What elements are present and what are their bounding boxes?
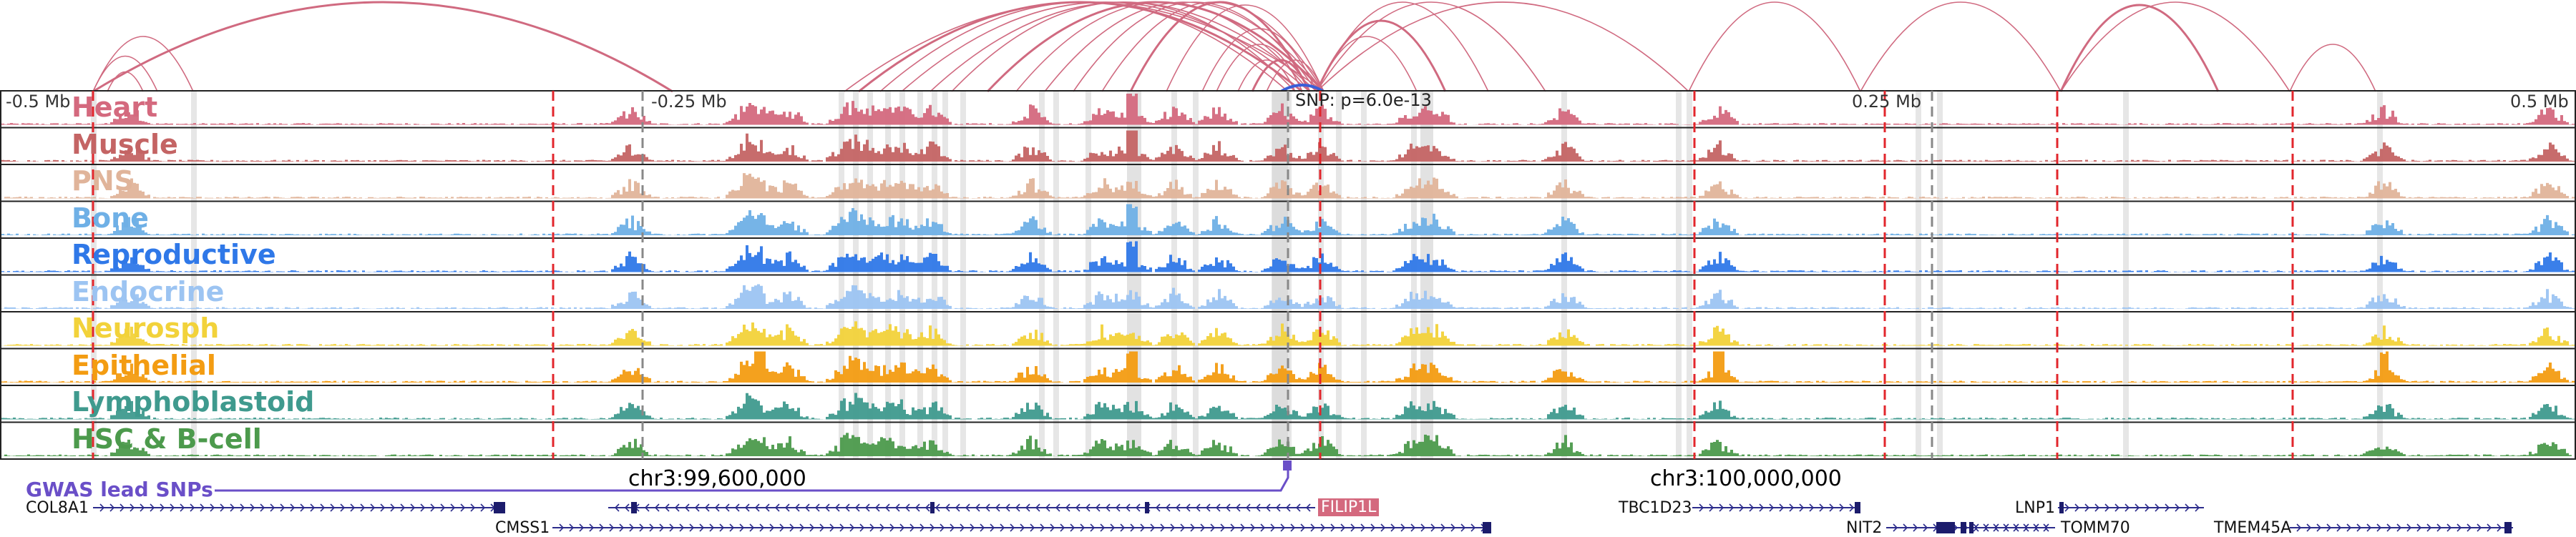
loop-arc (1315, 19, 1447, 92)
gwas-track-label: GWAS lead SNPs (26, 478, 213, 501)
gene-model-filip1l[interactable] (608, 502, 1315, 513)
coordinate-label: chr3:99,600,000 (628, 466, 806, 491)
signal-track (1, 321, 2575, 346)
coordinate-label: chr3:100,000,000 (1650, 466, 1842, 491)
loop-arc (1316, 36, 1418, 92)
loop-arc (92, 1, 673, 93)
loop-arc (92, 55, 158, 92)
gene-label-cmss1[interactable]: CMSS1 (495, 519, 550, 537)
loop-arc (1316, 1, 1689, 92)
loop-arc (1316, 1, 1546, 92)
ruler-tick-label: 0.25 Mb (1852, 92, 1922, 112)
track-label: PNS (72, 165, 135, 197)
loop-arc (1279, 84, 1325, 93)
gene-model-cmss1[interactable] (552, 522, 1491, 533)
track-label: Bone (72, 202, 149, 234)
signal-track (1, 173, 2575, 199)
loop-arc (1251, 59, 1311, 92)
track-label: Muscle (72, 128, 178, 160)
loop-arcs (92, 1, 2376, 93)
gene-model-lnp1[interactable] (2058, 502, 2204, 513)
loop-arc (1688, 1, 1861, 92)
loop-arc (879, 1, 1289, 92)
gene-label-col8a1[interactable]: COL8A1 (26, 499, 89, 517)
ruler-tick-label: -0.5 Mb (6, 92, 71, 112)
loop-arc (1216, 44, 1303, 92)
loop-arc (92, 36, 194, 92)
loop-arc (2289, 44, 2376, 92)
loop-arc (1015, 1, 1310, 92)
snp-pvalue-label: SNP: p=6.0e-13 (1295, 90, 1432, 110)
gene-label-tbc1d23[interactable]: TBC1D23 (1619, 499, 1692, 517)
track-label: Epithelial (72, 349, 216, 381)
track-label: Neurosph (72, 312, 220, 344)
gene-model-tbc1d23[interactable] (1692, 502, 1860, 513)
loop-arc (1266, 59, 1324, 92)
gene-model-tomm70[interactable] (1968, 522, 2055, 533)
loop-arc (1201, 28, 1317, 92)
track-label: Reproductive (72, 239, 276, 270)
gwas-lead-snp-marker[interactable] (1283, 460, 1292, 471)
gene-label-lnp1[interactable]: LNP1 (2015, 499, 2055, 517)
loop-arc (107, 71, 144, 92)
loop-arc (1073, 1, 1317, 92)
loop-arc (1129, 1, 1311, 92)
ruler-tick-label: -0.25 Mb (651, 92, 727, 112)
loop-arc (1166, 4, 1324, 92)
signal-track (1, 204, 2575, 235)
loop-arc (2059, 4, 2220, 92)
loop-arc (1860, 1, 2062, 92)
ruler-tick-label: 0.5 Mb (2510, 92, 2569, 112)
gene-label-tmem45a[interactable]: TMEM45A (2214, 519, 2292, 537)
gene-model-col8a1[interactable] (93, 502, 505, 513)
loop-arc (901, 1, 1310, 92)
track-label: Lymphoblastoid (72, 386, 315, 418)
track-label: HSC & B-cell (72, 423, 262, 455)
track-label: Endocrine (72, 275, 225, 307)
track-label: Heart (72, 92, 158, 123)
gene-model-tmem45a[interactable] (2290, 522, 2513, 533)
signal-track (1, 393, 2575, 420)
loop-arc (2060, 1, 2290, 92)
loop-arc (1237, 59, 1296, 92)
signal-track (1, 241, 2575, 272)
gene-label-filip1l[interactable]: FILIP1L (1318, 498, 1380, 516)
gene-label-nit2[interactable]: NIT2 (1846, 519, 1883, 537)
gene-label-tomm70[interactable]: TOMM70 (2061, 519, 2130, 537)
signal-track (1, 94, 2575, 125)
